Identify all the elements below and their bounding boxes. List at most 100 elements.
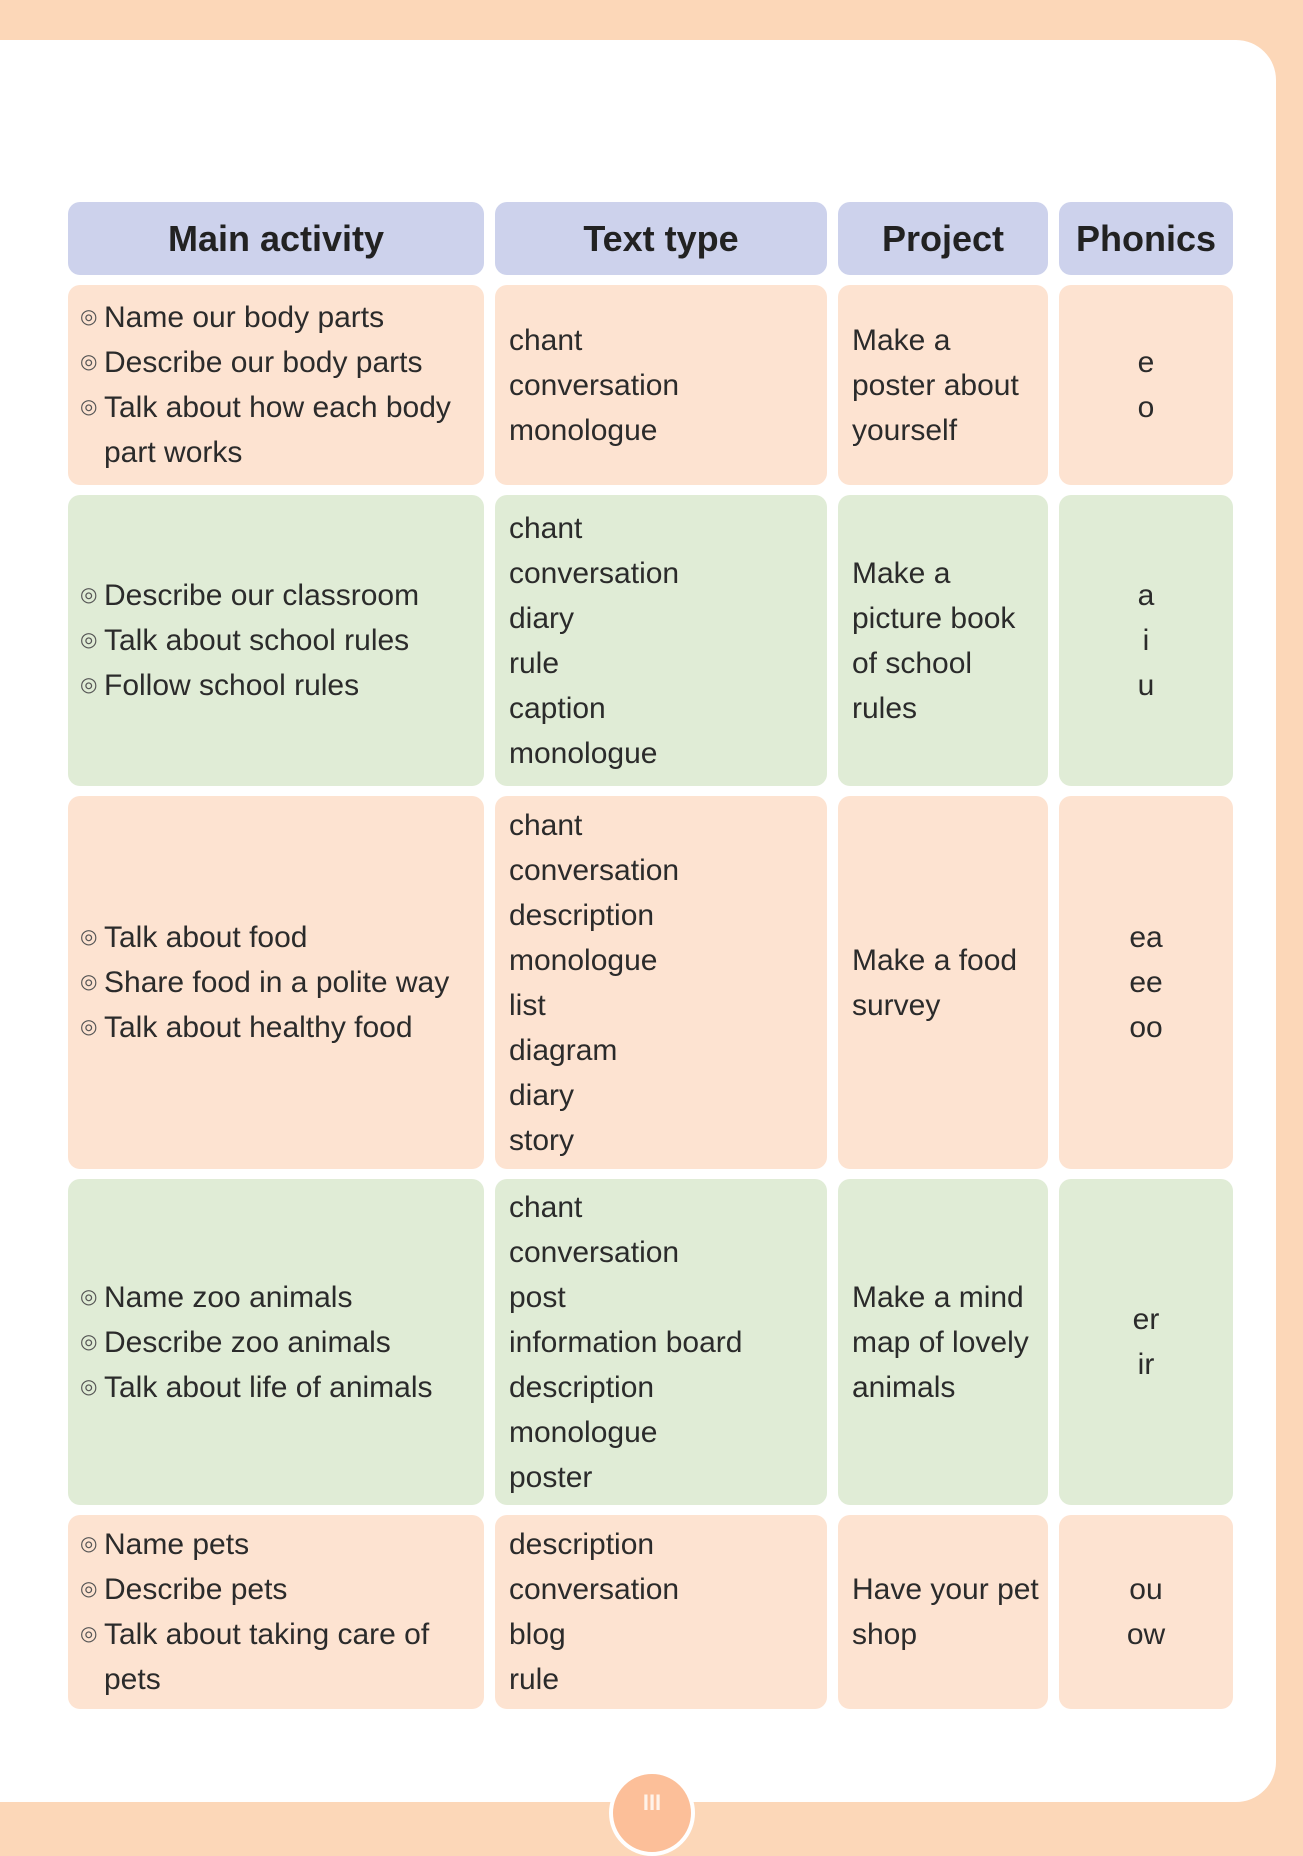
- project-line: poster about: [852, 368, 1019, 402]
- text-type: monologue: [509, 413, 658, 447]
- text-type: chant: [509, 511, 583, 545]
- activity-item: ◎ Name our body parts: [80, 295, 476, 340]
- row-3-text-types: chant conversation description monologue…: [495, 796, 827, 1169]
- text-type: description: [509, 1528, 655, 1561]
- project-line: Make a: [852, 323, 951, 357]
- project-line: Make a food: [852, 943, 1018, 977]
- text-type: diagram: [509, 1033, 618, 1067]
- bullet-icon: ◎: [80, 584, 98, 606]
- phonics-item: a: [1137, 579, 1155, 612]
- project-line: rules: [852, 691, 918, 725]
- bullet-icon: ◎: [80, 674, 98, 696]
- phonics-item: oo: [1129, 1011, 1163, 1044]
- page-number: III: [609, 1770, 695, 1856]
- bullet-icon: ◎: [80, 1533, 98, 1555]
- project-line: Make a: [852, 556, 951, 590]
- activity-item: ◎ Talk about school rules: [80, 618, 419, 663]
- bullet-icon: ◎: [80, 926, 98, 948]
- project-line: survey: [852, 988, 941, 1022]
- phonics-item: ou: [1129, 1573, 1163, 1606]
- row-5-text-types: description conversation blog rule: [495, 1515, 827, 1709]
- row-4-project: Make a mind map of lovely animals: [838, 1179, 1048, 1505]
- text-type: conversation: [509, 1235, 680, 1269]
- phonics-item: e: [1137, 346, 1155, 379]
- text-type: description: [509, 898, 655, 932]
- activity-item: ◎ Talk about taking care of pets: [80, 1612, 476, 1702]
- header-project: Project: [838, 202, 1048, 275]
- text-type: caption: [509, 691, 606, 725]
- row-4-phonics: er ir: [1059, 1179, 1233, 1505]
- text-type: monologue: [509, 736, 658, 770]
- activity-item: ◎ Follow school rules: [80, 663, 419, 708]
- header-phonics: Phonics: [1059, 202, 1233, 275]
- row-2-text-types: chant conversation diary rule caption mo…: [495, 495, 827, 786]
- row-1-phonics: e o: [1059, 285, 1233, 485]
- bullet-icon: ◎: [80, 351, 98, 373]
- row-2-phonics: a i u: [1059, 495, 1233, 786]
- bullet-icon: ◎: [80, 1330, 98, 1353]
- activity-item: ◎ Describe pets: [80, 1567, 476, 1612]
- text-type: rule: [509, 1663, 560, 1696]
- curriculum-table: Main activity Text type Project Phonics …: [68, 202, 1233, 1719]
- activity-item: ◎ Talk about healthy food: [80, 1005, 449, 1050]
- phonics-item: u: [1137, 669, 1155, 702]
- text-type: monologue: [509, 943, 658, 977]
- text-type: conversation: [509, 1573, 680, 1606]
- row-2-activities: ◎ Describe our classroom ◎ Talk about scho…: [68, 495, 484, 786]
- bullet-icon: ◎: [80, 1016, 98, 1038]
- row-3-activities: ◎ Talk about food ◎ Share food in a polite…: [68, 796, 484, 1169]
- text-type: chant: [509, 808, 583, 842]
- bullet-icon: ◎: [80, 306, 98, 328]
- project-line: map of lovely: [852, 1325, 1029, 1359]
- text-type: blog: [509, 1618, 566, 1651]
- project-line: of school: [852, 646, 973, 680]
- row-3-project: Make a food survey: [838, 796, 1048, 1169]
- bullet-icon: ◎: [80, 629, 98, 651]
- phonics-item: er: [1132, 1303, 1160, 1336]
- phonics-item: o: [1137, 391, 1155, 424]
- row-4-activities: ◎ Name zoo animals ◎ Describe zoo animals …: [68, 1179, 484, 1505]
- text-type: rule: [509, 646, 560, 680]
- phonics-item: ow: [1126, 1618, 1166, 1651]
- project-line: animals: [852, 1370, 956, 1404]
- phonics-item: i: [1142, 624, 1150, 657]
- activity-item: ◎ Talk about how each body part works: [80, 385, 476, 475]
- row-3-phonics: ea ee oo: [1059, 796, 1233, 1169]
- text-type: poster: [509, 1460, 593, 1494]
- text-type: list: [509, 988, 546, 1022]
- text-type: conversation: [509, 368, 680, 402]
- text-type: conversation: [509, 556, 680, 590]
- text-type: chant: [509, 323, 583, 357]
- activity-item: ◎ Describe our classroom: [80, 573, 419, 618]
- activity-item: ◎ Name pets: [80, 1522, 476, 1567]
- row-5-activities: ◎ Name pets ◎ Describe pets ◎ Talk about ta…: [68, 1515, 484, 1709]
- project-line: yourself: [852, 413, 958, 447]
- activity-item: ◎ Talk about food: [80, 915, 449, 960]
- project-line: picture book: [852, 601, 1016, 635]
- project-line: Have your pet: [852, 1573, 1039, 1606]
- project-line: shop: [852, 1618, 918, 1651]
- row-5-phonics: ou ow: [1059, 1515, 1233, 1709]
- row-2-project: Make a picture book of school rules: [838, 495, 1048, 786]
- text-type: information board: [509, 1325, 743, 1359]
- phonics-item: ir: [1137, 1348, 1155, 1381]
- text-type: conversation: [509, 853, 680, 887]
- bullet-icon: ◎: [80, 1375, 98, 1398]
- text-type: diary: [509, 1078, 575, 1112]
- text-type: description: [509, 1370, 655, 1404]
- bullet-icon: ◎: [80, 1578, 98, 1600]
- text-type: post: [509, 1280, 566, 1314]
- phonics-item: ee: [1129, 966, 1163, 999]
- bullet-icon: ◎: [80, 971, 98, 993]
- bullet-icon: ◎: [80, 1623, 98, 1645]
- activity-item: ◎ Name zoo animals: [80, 1275, 433, 1320]
- text-type: story: [509, 1123, 575, 1157]
- activity-item: ◎ Talk about life of animals: [80, 1365, 433, 1410]
- header-text-type: Text type: [495, 202, 827, 275]
- page: Main activity Text type Project Phonics …: [0, 40, 1276, 1802]
- row-5-project: Have your pet shop: [838, 1515, 1048, 1709]
- project-line: Make a mind: [852, 1280, 1024, 1314]
- text-type: monologue: [509, 1415, 658, 1449]
- bullet-icon: ◎: [80, 1285, 98, 1308]
- row-1-project: Make a poster about yourself: [838, 285, 1048, 485]
